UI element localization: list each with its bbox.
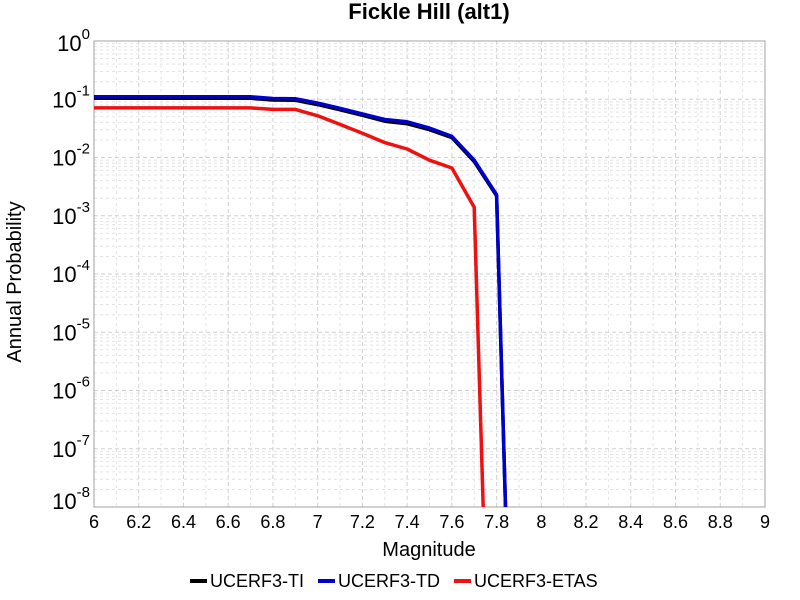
plot-frame [93,40,766,508]
y-tick-label: 10-6 [52,374,90,404]
y-tick-exponent: -7 [77,432,90,449]
legend-label: UCERF3-TD [338,571,440,591]
y-tick-base: 10 [52,320,76,345]
grid [93,41,766,508]
y-tick-exponent: -5 [77,315,90,332]
x-tick-label: 8.4 [618,512,643,532]
y-tick-base: 10 [52,262,76,287]
y-tick-label: 10-4 [52,257,90,287]
x-tick-label: 7.8 [484,512,509,532]
y-tick-base: 10 [52,204,76,229]
y-tick-base: 10 [52,437,76,462]
y-tick-exponent: -3 [77,199,90,216]
y-tick-exponent: -4 [77,257,90,274]
series-line-ucerf3-td [94,95,508,508]
x-tick-label: 7.4 [395,512,420,532]
x-tick-label: 9 [760,512,770,532]
legend-label: UCERF3-ETAS [474,571,598,591]
x-axis-label: Magnitude [382,539,475,561]
x-tick-label: 8.8 [708,512,733,532]
y-tick-exponent: -6 [77,374,90,391]
y-tick-label: 10-7 [52,432,90,462]
x-tick-label: 6.4 [171,512,196,532]
x-tick-label: 6.6 [216,512,241,532]
legend-label: UCERF3-TI [210,571,304,591]
x-tick-label: 7.2 [350,512,375,532]
y-tick-label: 10-3 [52,199,90,229]
x-tick-label: 6.2 [126,512,151,532]
y-tick-base: 10 [52,489,76,514]
x-tick-label: 8.6 [663,512,688,532]
y-axis-label: Annual Probability [4,201,26,362]
x-tick-label: 8.2 [574,512,599,532]
series-line-ucerf3-etas [94,106,485,508]
y-tick-base: 10 [52,146,76,171]
x-tick-label: 8 [536,512,546,532]
chart-title: Fickle Hill (alt1) [348,0,509,24]
legend: UCERF3-TI UCERF3-TD UCERF3-ETAS [190,571,598,591]
y-tick-base: 10 [57,31,81,56]
y-tick-label: 10-1 [52,82,90,112]
y-tick-exponent: -8 [77,484,90,501]
y-tick-label: 10-5 [52,315,90,345]
y-tick-label: 10-8 [52,484,90,514]
x-tick-label: 6.8 [260,512,285,532]
y-tick-exponent: 0 [82,26,90,43]
x-tick-label: 6 [89,512,99,532]
series-group [94,95,508,508]
y-tick-label: 100 [57,26,90,56]
y-tick-base: 10 [52,87,76,112]
x-tick-label: 7.6 [439,512,464,532]
y-tick-exponent: -2 [77,141,90,158]
y-tick-base: 10 [52,379,76,404]
y-tick-exponent: -1 [77,82,90,99]
y-tick-label: 10-2 [52,141,90,171]
x-axis-ticks: 6 6.2 6.4 6.6 6.8 7 7.2 7.4 7.6 7.8 8 8.2 8.4 8.6 8.8 9 [89,512,770,532]
x-tick-label: 7 [313,512,323,532]
